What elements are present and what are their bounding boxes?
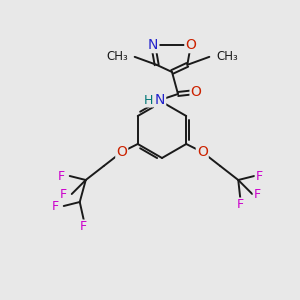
Text: F: F	[80, 220, 87, 233]
Text: F: F	[52, 200, 59, 212]
Text: H: H	[144, 94, 153, 106]
Text: CH₃: CH₃	[216, 50, 238, 63]
Text: F: F	[256, 169, 263, 182]
Text: O: O	[116, 145, 127, 159]
Text: N: N	[155, 93, 165, 107]
Text: CH₃: CH₃	[106, 50, 128, 63]
Text: F: F	[58, 169, 65, 182]
Text: O: O	[185, 38, 196, 52]
Text: F: F	[60, 188, 67, 200]
Text: F: F	[237, 199, 244, 212]
Text: O: O	[197, 145, 208, 159]
Text: O: O	[190, 85, 201, 99]
Text: F: F	[254, 188, 261, 200]
Text: N: N	[148, 38, 158, 52]
